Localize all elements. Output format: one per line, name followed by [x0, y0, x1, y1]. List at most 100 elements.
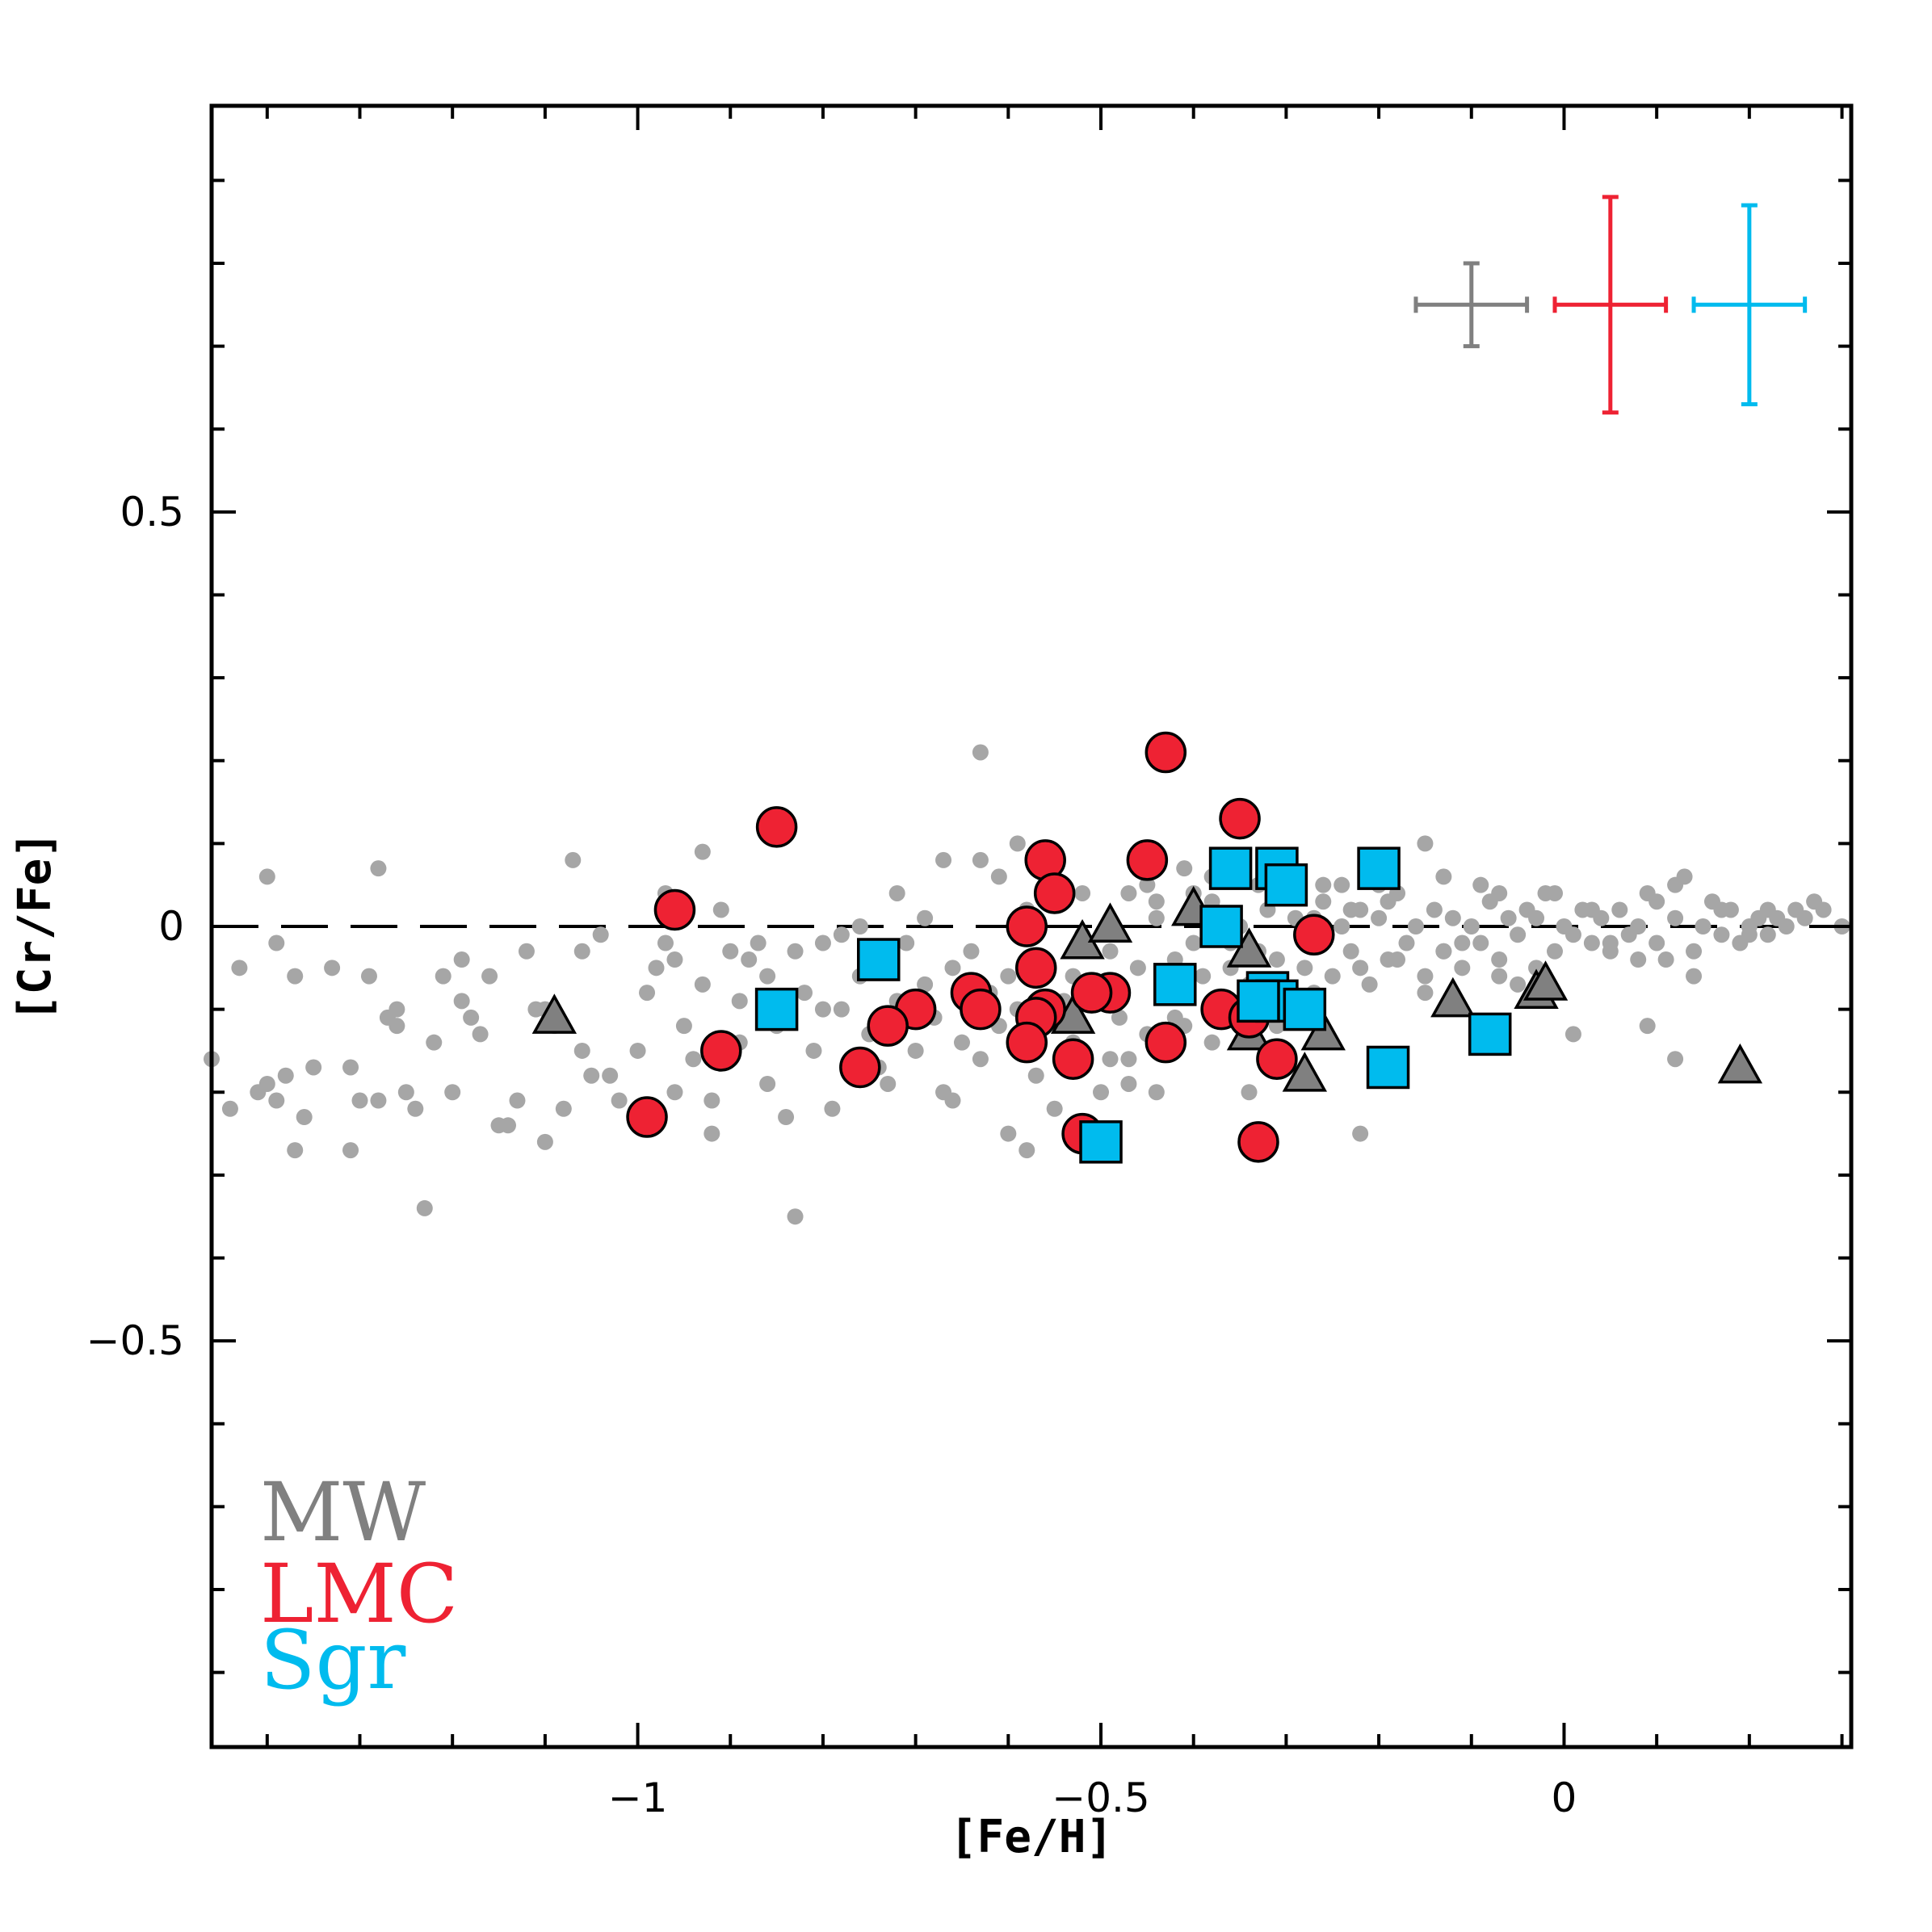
- field-point: [370, 860, 387, 877]
- field-point: [1639, 1018, 1656, 1035]
- field-point: [796, 985, 813, 1002]
- sgr-point: [1468, 1012, 1512, 1056]
- field-point: [1185, 934, 1202, 951]
- sgr-point: [1199, 905, 1243, 948]
- field-point: [1444, 909, 1461, 926]
- field-point: [1342, 901, 1359, 918]
- field-point: [1564, 926, 1581, 943]
- field-point: [1268, 951, 1285, 968]
- legend-label-mw: MW: [260, 1465, 426, 1560]
- field-point: [416, 1199, 433, 1216]
- field-point: [1491, 951, 1508, 968]
- field-point: [880, 1075, 897, 1092]
- field-point: [1417, 835, 1434, 852]
- field-point: [1046, 1100, 1063, 1117]
- field-point: [1472, 934, 1489, 951]
- field-point: [592, 926, 609, 943]
- sgr-points: [754, 846, 1512, 1164]
- field-point: [1667, 876, 1684, 893]
- mw-point: [1717, 1043, 1763, 1084]
- field-point: [1686, 943, 1703, 960]
- mw-point: [1300, 1010, 1346, 1051]
- field-point: [1657, 951, 1674, 968]
- field-point: [1796, 909, 1813, 926]
- field-point: [573, 1042, 590, 1059]
- field-point: [1435, 868, 1452, 885]
- field-point: [1166, 1009, 1183, 1026]
- field-point: [666, 1084, 683, 1101]
- field-point: [1491, 884, 1508, 901]
- field-point: [555, 1100, 572, 1117]
- field-point: [1546, 884, 1563, 901]
- field-point: [1454, 934, 1471, 951]
- field-point: [1583, 901, 1600, 918]
- field-point: [805, 1042, 822, 1059]
- field-point: [1176, 860, 1193, 877]
- field-point: [351, 1092, 368, 1109]
- lmc-point: [867, 1005, 909, 1047]
- field-point: [888, 884, 905, 901]
- field-point: [1203, 1034, 1220, 1051]
- field-point: [648, 960, 665, 976]
- sgr-point: [1237, 979, 1280, 1023]
- field-point: [759, 968, 776, 985]
- lmc-points: [626, 731, 1335, 1163]
- field-point: [704, 1092, 720, 1109]
- lmc-point: [960, 988, 1002, 1031]
- field-point: [1472, 876, 1489, 893]
- field-point: [1111, 1009, 1128, 1026]
- field-point: [666, 951, 683, 968]
- field-point: [685, 1051, 702, 1068]
- field-point: [944, 960, 961, 976]
- field-point: [611, 1092, 628, 1109]
- y-axis-title: [Cr/Fe]: [9, 831, 61, 1022]
- field-point: [1695, 918, 1712, 934]
- field-point: [1500, 909, 1517, 926]
- lmc-point: [1033, 872, 1076, 914]
- field-point: [750, 934, 766, 951]
- field-point: [972, 1051, 989, 1068]
- field-point: [1148, 1084, 1165, 1101]
- sgr-point: [1208, 846, 1253, 890]
- field-point: [268, 1092, 285, 1109]
- lmc-point: [1219, 797, 1261, 840]
- plot-frame: [209, 103, 1854, 1749]
- field-point: [1667, 1051, 1684, 1068]
- x-tick-label: −0.5: [1052, 1774, 1149, 1821]
- sgr-point: [1079, 1120, 1123, 1164]
- field-point: [453, 993, 470, 1010]
- lmc-point: [839, 1046, 881, 1089]
- field-point: [1815, 901, 1832, 918]
- field-point: [268, 934, 285, 951]
- field-point: [1093, 1084, 1110, 1101]
- field-point: [917, 976, 934, 993]
- field-point: [972, 744, 989, 761]
- field-point: [1120, 1051, 1137, 1068]
- field-point: [694, 976, 711, 993]
- field-point: [324, 960, 341, 976]
- field-point: [287, 1142, 304, 1159]
- field-point: [1334, 876, 1350, 893]
- field-point: [1648, 934, 1665, 951]
- field-point: [500, 1117, 517, 1134]
- field-point: [1491, 968, 1508, 985]
- field-point: [1009, 835, 1026, 852]
- field-point: [1352, 960, 1369, 976]
- lmc-point: [1126, 839, 1169, 881]
- y-tick-label: −0.5: [86, 1317, 184, 1364]
- field-point: [360, 968, 377, 985]
- field-point: [342, 1142, 359, 1159]
- legend-label-sgr: Sgr: [260, 1613, 406, 1707]
- field-point: [1315, 893, 1332, 910]
- field-point: [972, 851, 989, 868]
- field-point: [1324, 968, 1341, 985]
- lmc-point: [653, 888, 696, 931]
- field-point: [694, 843, 711, 860]
- lmc-point: [755, 806, 798, 848]
- field-point: [1296, 960, 1313, 976]
- field-point: [1630, 918, 1647, 934]
- field-point: [639, 985, 656, 1002]
- field-point: [778, 1109, 795, 1126]
- field-point: [833, 926, 850, 943]
- field-point: [1027, 1067, 1044, 1084]
